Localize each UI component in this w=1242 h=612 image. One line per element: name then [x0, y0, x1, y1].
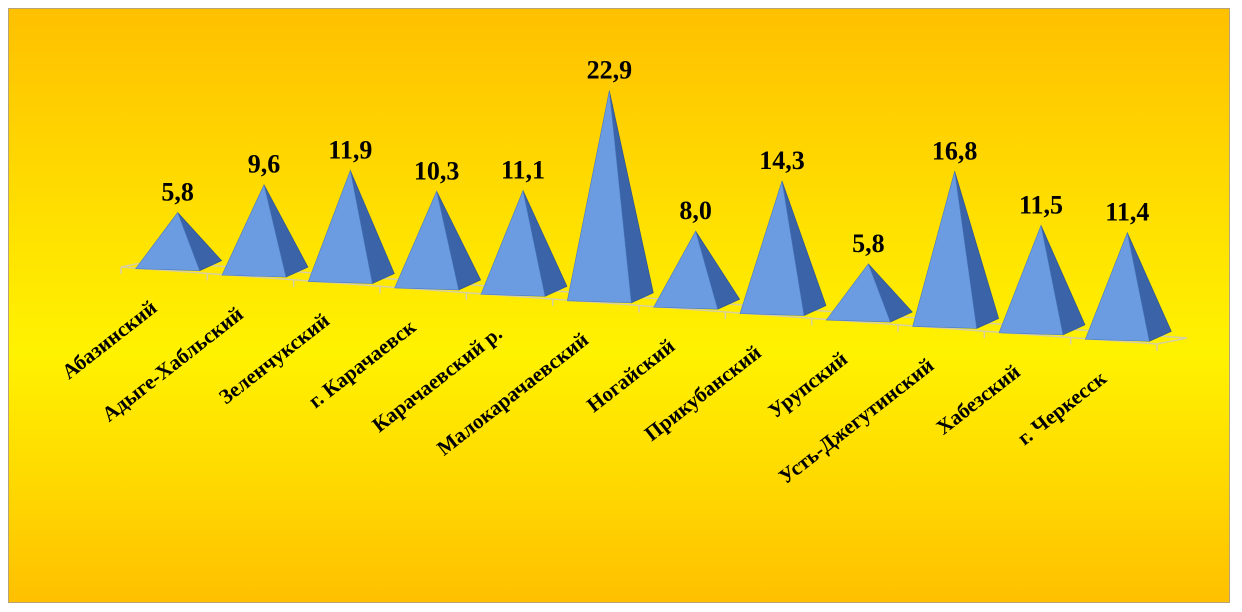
chart-area: 5,8 9,6 11,9 10,3 11,1 22,9 8,0 14,3 5,8 16,8 11,5…: [8, 8, 1230, 603]
data-label: 11,9: [328, 135, 372, 164]
data-label: 5,8: [852, 229, 885, 258]
pyramid-chart: 5,8 9,6 11,9 10,3 11,1 22,9 8,0 14,3 5,8 16,8 11,5…: [9, 9, 1231, 604]
pyramid-bar: [1085, 233, 1171, 342]
pyramid-bar: [999, 225, 1085, 335]
category-label: Ногайский: [582, 334, 679, 417]
category-label: г. Черкесск: [1013, 365, 1112, 450]
data-label: 10,3: [414, 156, 460, 185]
data-label: 11,5: [1019, 190, 1063, 219]
data-labels: 5,8 9,6 11,9 10,3 11,1 22,9 8,0 14,3 5,8 16,8 11,5…: [161, 56, 1149, 258]
pyramid-bar: [308, 170, 394, 283]
data-label: 9,6: [248, 150, 281, 179]
category-label: Усть-Джегутинский: [774, 353, 938, 489]
pyramid-bar: [740, 181, 826, 316]
category-label: Малокарачаевский: [432, 327, 593, 460]
pyramid-bar: [222, 185, 308, 277]
data-label: 16,8: [932, 136, 978, 165]
pyramid-bar: [481, 190, 567, 296]
pyramid-bar: [136, 213, 222, 271]
data-label: 5,8: [161, 178, 194, 207]
data-label: 14,3: [759, 146, 805, 175]
category-label: Урупский: [764, 347, 852, 423]
data-label: 11,1: [501, 155, 545, 184]
pyramid-bar: [654, 231, 740, 309]
data-label: 22,9: [587, 56, 633, 85]
pyramid-bar: [395, 191, 481, 290]
category-label: Хабезский: [932, 359, 1025, 439]
data-label: 11,4: [1105, 198, 1149, 227]
data-label: 8,0: [679, 196, 712, 225]
pyramid-bar: [826, 264, 912, 322]
pyramid-series: [136, 91, 1172, 342]
pyramid-bar: [913, 171, 999, 328]
pyramid-bar: [567, 91, 653, 303]
